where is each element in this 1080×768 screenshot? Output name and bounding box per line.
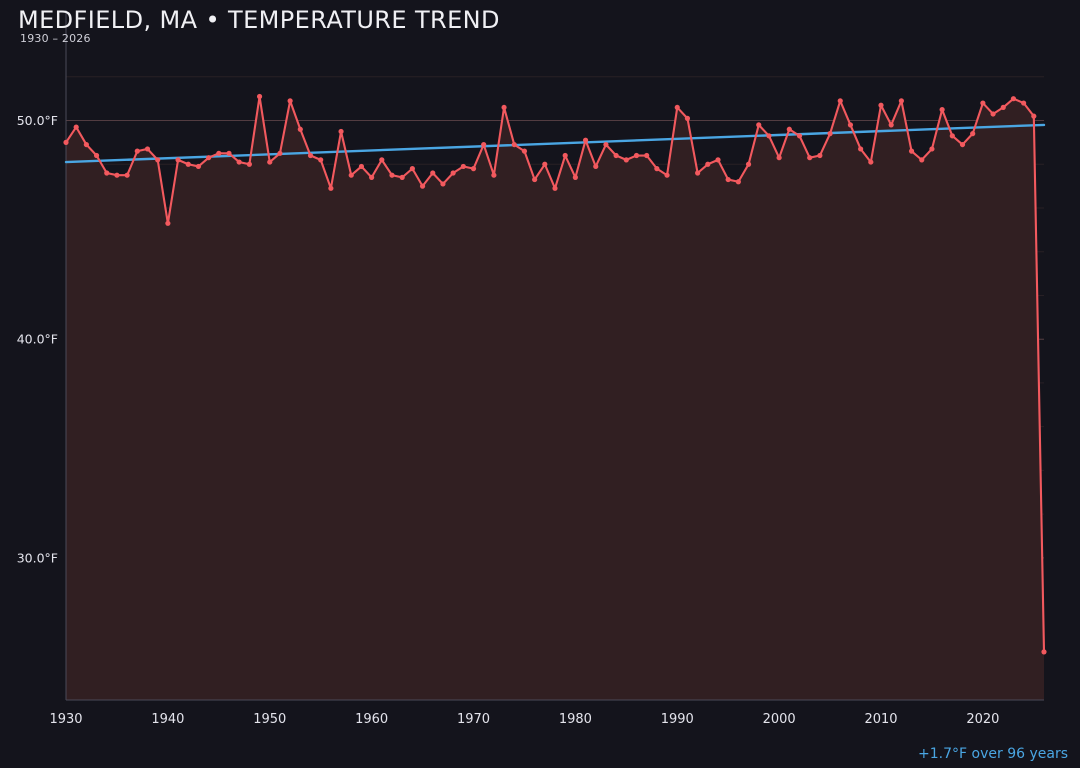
y-tick-label: 30.0°F (17, 550, 58, 565)
y-tick-label: 40.0°F (17, 332, 58, 347)
trend-summary-label: +1.7°F over 96 years (918, 746, 1068, 762)
x-tick-label: 2020 (966, 712, 999, 727)
chart-subtitle: 1930 – 2026 (20, 32, 91, 45)
x-tick-label: 1930 (49, 712, 82, 727)
y-axis-tick-labels: 30.0°F 40.0°F 50.0°F (17, 113, 58, 565)
x-tick-label: 1940 (151, 712, 184, 727)
x-tick-label: 1970 (457, 712, 490, 727)
x-tick-label: 1990 (661, 712, 694, 727)
x-tick-label: 2010 (864, 712, 897, 727)
axis-lines (65, 10, 1044, 701)
x-tick-label: 1980 (559, 712, 592, 727)
x-axis-tick-labels: 1930 1940 1950 1960 1970 1980 1990 2000 2010 2020 (49, 712, 999, 727)
x-tick-label: 2000 (763, 712, 796, 727)
x-tick-label: 1960 (355, 712, 388, 727)
x-tick-label: 1950 (253, 712, 286, 727)
series-area-fill (66, 96, 1044, 701)
page-title: MEDFIELD, MA • TEMPERATURE TREND (18, 6, 500, 34)
y-tick-label: 50.0°F (17, 113, 58, 128)
data-point-markers (63, 93, 1047, 655)
